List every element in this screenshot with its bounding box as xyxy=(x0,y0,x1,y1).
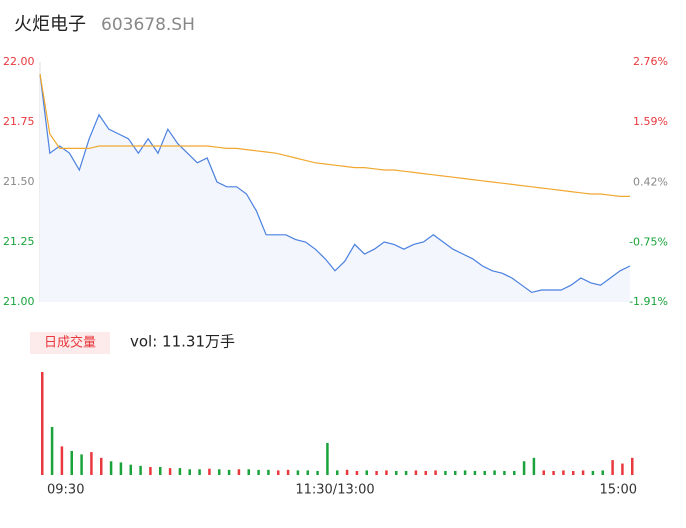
volume-bar xyxy=(542,470,545,475)
volume-bar xyxy=(90,452,93,475)
volume-bar xyxy=(286,469,290,475)
volume-bar xyxy=(168,468,172,475)
volume-bar xyxy=(483,470,486,475)
y-tick-label: 21.25 xyxy=(3,235,35,248)
x-tick-label: 09:30 xyxy=(47,483,84,498)
volume-bar xyxy=(631,457,634,475)
volume-bar xyxy=(80,454,83,475)
y-tick-label: 22.00 xyxy=(3,55,35,68)
volume-bar xyxy=(562,470,565,475)
volume-bar xyxy=(454,470,457,475)
volume-bar xyxy=(434,470,437,475)
y2-tick-label: 0.42% xyxy=(633,175,668,188)
volume-bar xyxy=(208,468,211,475)
volume-bar xyxy=(522,461,526,475)
volume-bar xyxy=(552,470,555,475)
y-tick-label: 21.50 xyxy=(3,175,35,188)
price-line xyxy=(39,73,631,294)
volume-bar xyxy=(267,469,270,475)
volume-bar xyxy=(493,470,496,475)
volume-bar xyxy=(404,470,408,475)
x-tick-label: 15:00 xyxy=(600,483,637,498)
volume-label: vol: 11.31万手 xyxy=(130,333,235,351)
volume-bar xyxy=(50,426,54,475)
volume-bar xyxy=(237,469,241,475)
y2-tick-label: 2.76% xyxy=(633,55,668,68)
volume-bar xyxy=(100,457,103,475)
volume-bar xyxy=(611,460,614,475)
volume-bar xyxy=(277,470,280,475)
volume-bar xyxy=(473,470,477,475)
volume-bar xyxy=(119,462,123,475)
volume-bar xyxy=(178,468,182,475)
volume-bar xyxy=(247,469,250,475)
stock-code: 603678.SH xyxy=(101,15,195,35)
volume-bar xyxy=(444,470,447,475)
volume-bar xyxy=(463,470,467,475)
volume-bar xyxy=(109,461,113,475)
y2-tick-label: -1.91% xyxy=(629,295,668,308)
volume-bar xyxy=(159,466,162,475)
volume-bar xyxy=(316,470,319,475)
volume-bar xyxy=(41,372,44,475)
volume-bar xyxy=(336,470,339,475)
volume-bar xyxy=(414,470,418,475)
average-line xyxy=(39,73,630,197)
volume-bar xyxy=(345,469,349,475)
volume-bar xyxy=(385,470,388,475)
volume-bar xyxy=(621,463,624,475)
volume-bar xyxy=(129,464,132,475)
volume-bar xyxy=(375,470,378,475)
volume-bar xyxy=(296,470,300,475)
badge-bg xyxy=(30,332,110,354)
volume-bar xyxy=(365,470,368,475)
volume-bar xyxy=(424,470,427,475)
volume-bar xyxy=(188,469,191,475)
y2-tick-label: 1.59% xyxy=(633,115,668,128)
volume-bar xyxy=(591,470,595,475)
volume-badge: 日成交量 xyxy=(44,335,96,351)
volume-bar xyxy=(355,470,359,475)
chart-title: 火炬电子 xyxy=(14,14,86,35)
volume-bar xyxy=(306,470,309,475)
price-area xyxy=(40,74,630,302)
volume-bar xyxy=(503,470,506,475)
volume-bar xyxy=(513,470,516,475)
volume-bar xyxy=(532,457,536,475)
volume-bar xyxy=(601,470,604,475)
volume-bar xyxy=(227,469,231,475)
volume-bar xyxy=(257,469,260,475)
volume-bar xyxy=(395,470,398,475)
volume-bar xyxy=(572,470,575,475)
volume-bar xyxy=(60,446,64,475)
x-tick-label: 11:30/13:00 xyxy=(295,483,374,498)
volume-bar xyxy=(70,450,73,475)
volume-bar xyxy=(149,466,152,475)
y-tick-label: 21.75 xyxy=(3,115,35,128)
volume-bar xyxy=(218,469,221,475)
volume-bar xyxy=(581,470,585,475)
volume-bar xyxy=(139,465,142,475)
volume-bar xyxy=(198,469,201,475)
y2-tick-label: -0.75% xyxy=(629,235,668,248)
volume-bar xyxy=(326,442,329,475)
y-tick-label: 21.00 xyxy=(3,295,35,308)
